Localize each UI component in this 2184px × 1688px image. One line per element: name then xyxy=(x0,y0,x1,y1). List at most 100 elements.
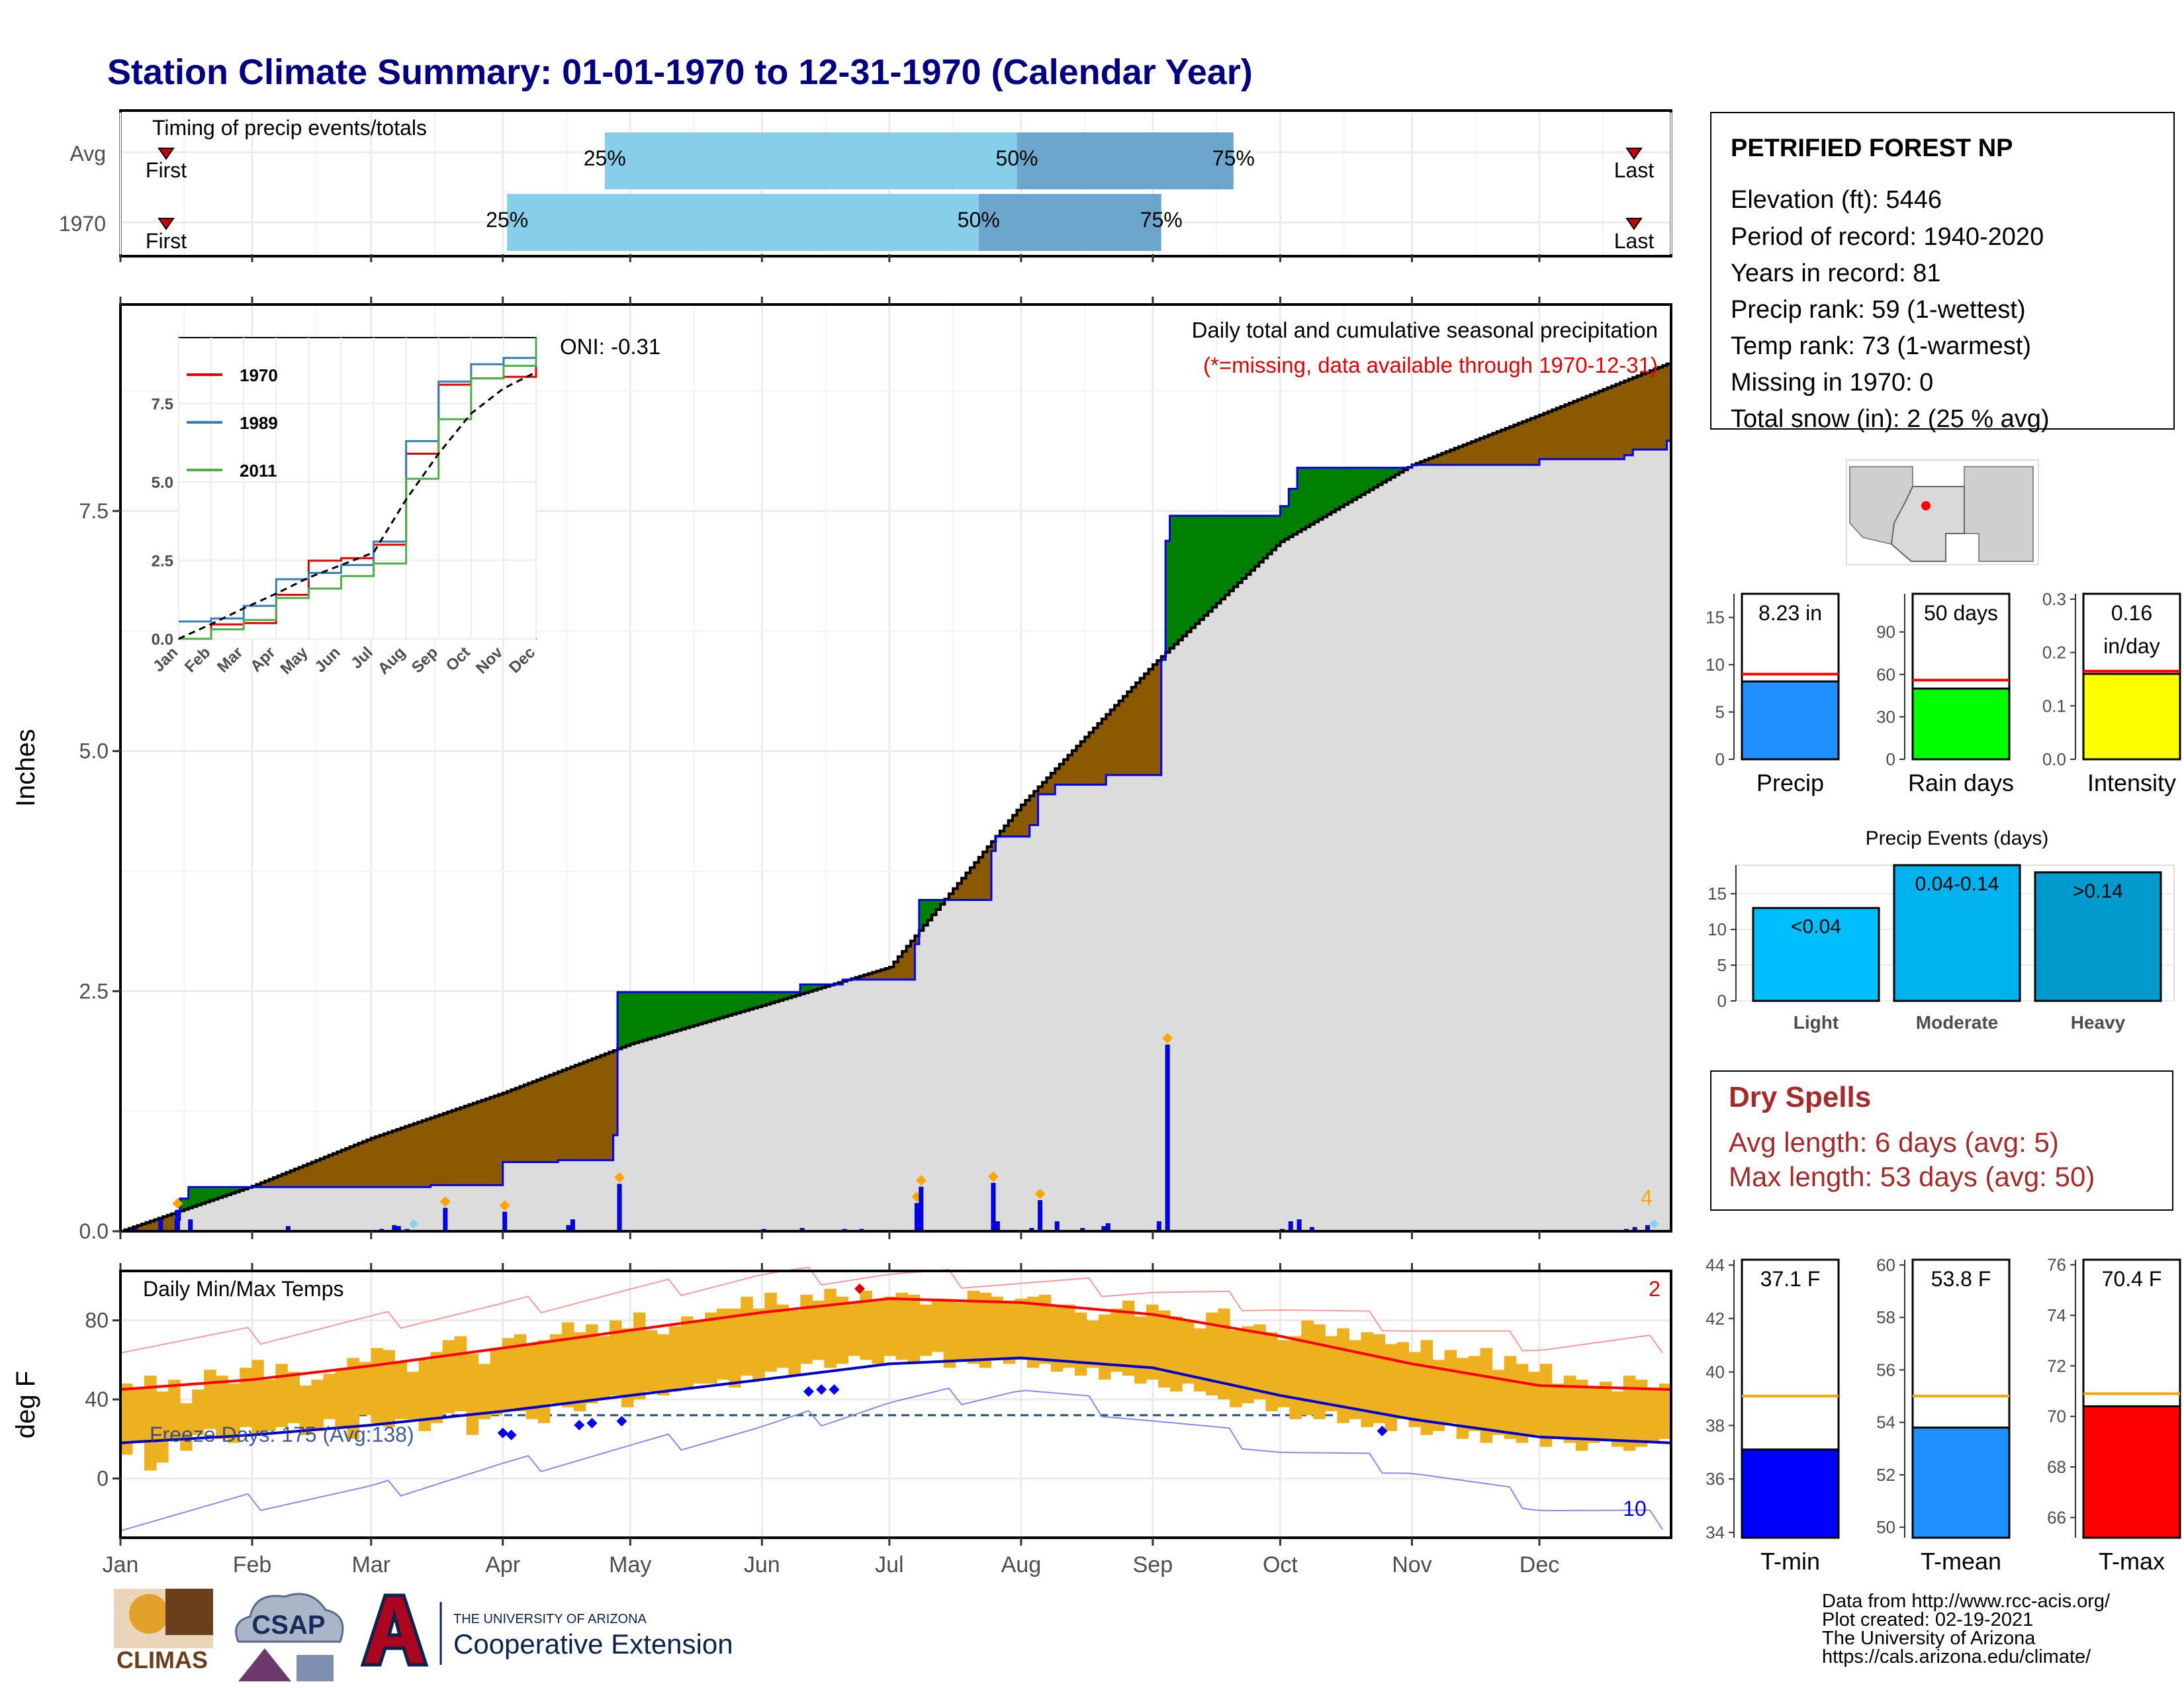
tmin-mean-value-label: 37.1 F xyxy=(1760,1267,1821,1291)
below-average-segment xyxy=(1654,369,1659,450)
station-info-box: PETRIFIED FOREST NP Elevation (ft): 5446… xyxy=(1710,112,2175,433)
below-average-segment xyxy=(281,1174,287,1188)
below-average-segment xyxy=(298,1167,304,1188)
tmean-mean-tick-label: 56 xyxy=(1876,1360,1895,1380)
temp-range-bar xyxy=(1074,1312,1087,1376)
below-average-segment xyxy=(1505,428,1510,465)
below-average-segment xyxy=(1645,372,1651,450)
tmean-mean-tick-label: 58 xyxy=(1876,1307,1895,1327)
below-average-segment xyxy=(128,1228,134,1231)
temp-range-bar xyxy=(1098,1314,1111,1380)
above-average-segment xyxy=(749,992,754,1009)
temp-extreme-diamond xyxy=(574,1419,585,1430)
temp-range-bar xyxy=(800,1294,813,1364)
above-average-segment xyxy=(796,992,801,996)
tmin-mean-tick-label: 44 xyxy=(1706,1255,1725,1275)
precip-total-value-label: 8.23 in xyxy=(1758,601,1822,625)
above-average-segment xyxy=(1267,516,1273,554)
temp-range-bar xyxy=(1182,1320,1195,1384)
below-average-segment xyxy=(885,968,890,980)
below-average-segment xyxy=(1586,396,1591,459)
temp-range-bar xyxy=(1468,1356,1481,1431)
below-average-segment xyxy=(1471,442,1477,465)
inset-line-avg xyxy=(178,371,537,640)
tmean-mean-value-bar xyxy=(1911,1427,2011,1539)
temp-range-bar xyxy=(979,1292,992,1368)
event-bar-label: <0.04 xyxy=(1791,916,1841,938)
temp-range-bar xyxy=(1062,1304,1075,1368)
below-average-segment xyxy=(422,1120,427,1188)
tmax-mean-category-label: T-max xyxy=(2099,1548,2165,1575)
above-average-segment xyxy=(741,992,746,1012)
below-average-segment xyxy=(1424,459,1430,465)
temp-range-bar xyxy=(1599,1382,1612,1439)
inset-y-ticks: 0.0 2.5 5.0 7.5 xyxy=(152,396,173,649)
below-average-segment xyxy=(1658,367,1663,450)
precip-total-tick-label: 5 xyxy=(1715,702,1725,722)
below-average-segment xyxy=(553,1073,559,1162)
below-average-segment xyxy=(910,941,915,980)
above-average-segment xyxy=(1199,516,1205,620)
ua-logo: THE UNIVERSITY OF ARIZONA Cooperative Ex… xyxy=(360,1593,733,1667)
above-average-segment xyxy=(783,992,788,1000)
last-triangle-icon xyxy=(1625,148,1643,160)
temp-range-bar xyxy=(216,1376,228,1439)
temp-line-avg-min xyxy=(120,1356,1672,1444)
dry-spells-avg: Avg length: 6 days (avg: 5) xyxy=(1729,1127,2059,1158)
temp-range-bar xyxy=(1277,1340,1290,1407)
below-average-segment xyxy=(469,1104,474,1186)
below-average-segment xyxy=(337,1152,342,1188)
above-average-segment xyxy=(702,992,707,1023)
above-average-segment xyxy=(698,992,704,1025)
below-average-segment xyxy=(498,1094,504,1186)
tmean-mean-tick-label: 50 xyxy=(1876,1517,1895,1537)
above-average-segment xyxy=(1212,516,1217,608)
daily-precip-bar xyxy=(1165,1045,1170,1232)
below-average-segment xyxy=(371,1138,376,1188)
temp-range-bar xyxy=(1349,1340,1361,1419)
temp-range-bar xyxy=(1623,1376,1636,1451)
below-average-segment xyxy=(1552,410,1557,459)
below-average-segment xyxy=(1547,411,1553,459)
daily-max-diamond xyxy=(614,1172,625,1183)
locator-map xyxy=(1846,459,2039,565)
above-average-segment xyxy=(1348,467,1353,502)
above-average-segment xyxy=(932,900,937,915)
above-average-segment xyxy=(1301,467,1306,530)
temp-range-bar xyxy=(597,1336,610,1400)
above-average-segment xyxy=(197,1187,202,1205)
below-average-segment xyxy=(146,1222,151,1231)
below-average-segment xyxy=(1118,700,1124,775)
below-average-segment xyxy=(520,1086,525,1162)
above-average-segment xyxy=(1250,516,1255,571)
temp-range-bar xyxy=(967,1290,980,1364)
below-average-segment xyxy=(1122,696,1128,775)
events-tick-label: 10 xyxy=(1707,919,1727,939)
temp-range-bar xyxy=(502,1338,515,1411)
temp-range-bar xyxy=(1026,1296,1040,1368)
below-average-segment xyxy=(1076,746,1081,785)
temp-range-bar xyxy=(884,1296,896,1356)
daily-max-diamond xyxy=(499,1199,510,1211)
temp-y-tick-label: 0 xyxy=(97,1466,109,1490)
inset-line-2011 xyxy=(179,338,537,640)
temp-range-bar xyxy=(705,1312,717,1384)
temp-range-bar xyxy=(1230,1330,1242,1407)
below-average-segment xyxy=(316,1160,321,1188)
temp-extreme-diamond xyxy=(803,1386,814,1397)
events-tick-label: 15 xyxy=(1707,884,1727,904)
above-average-segment xyxy=(706,992,711,1022)
below-average-segment xyxy=(1649,370,1655,450)
below-average-segment xyxy=(379,1135,385,1188)
month-label: Oct xyxy=(1263,1552,1298,1577)
dry-spells-box: Dry Spells Avg length: 6 days (avg: 5) M… xyxy=(1710,1070,2173,1211)
rain-days-tick-label: 0 xyxy=(1886,749,1895,769)
temp-extreme-diamond xyxy=(854,1283,865,1294)
above-average-segment xyxy=(919,900,924,931)
daily-precip-bar xyxy=(991,1182,996,1232)
above-average-segment xyxy=(660,992,665,1035)
legend-label-1989: 1989 xyxy=(240,413,278,433)
below-average-segment xyxy=(537,1080,542,1162)
below-average-segment xyxy=(295,1168,300,1188)
below-average-segment xyxy=(383,1133,389,1188)
